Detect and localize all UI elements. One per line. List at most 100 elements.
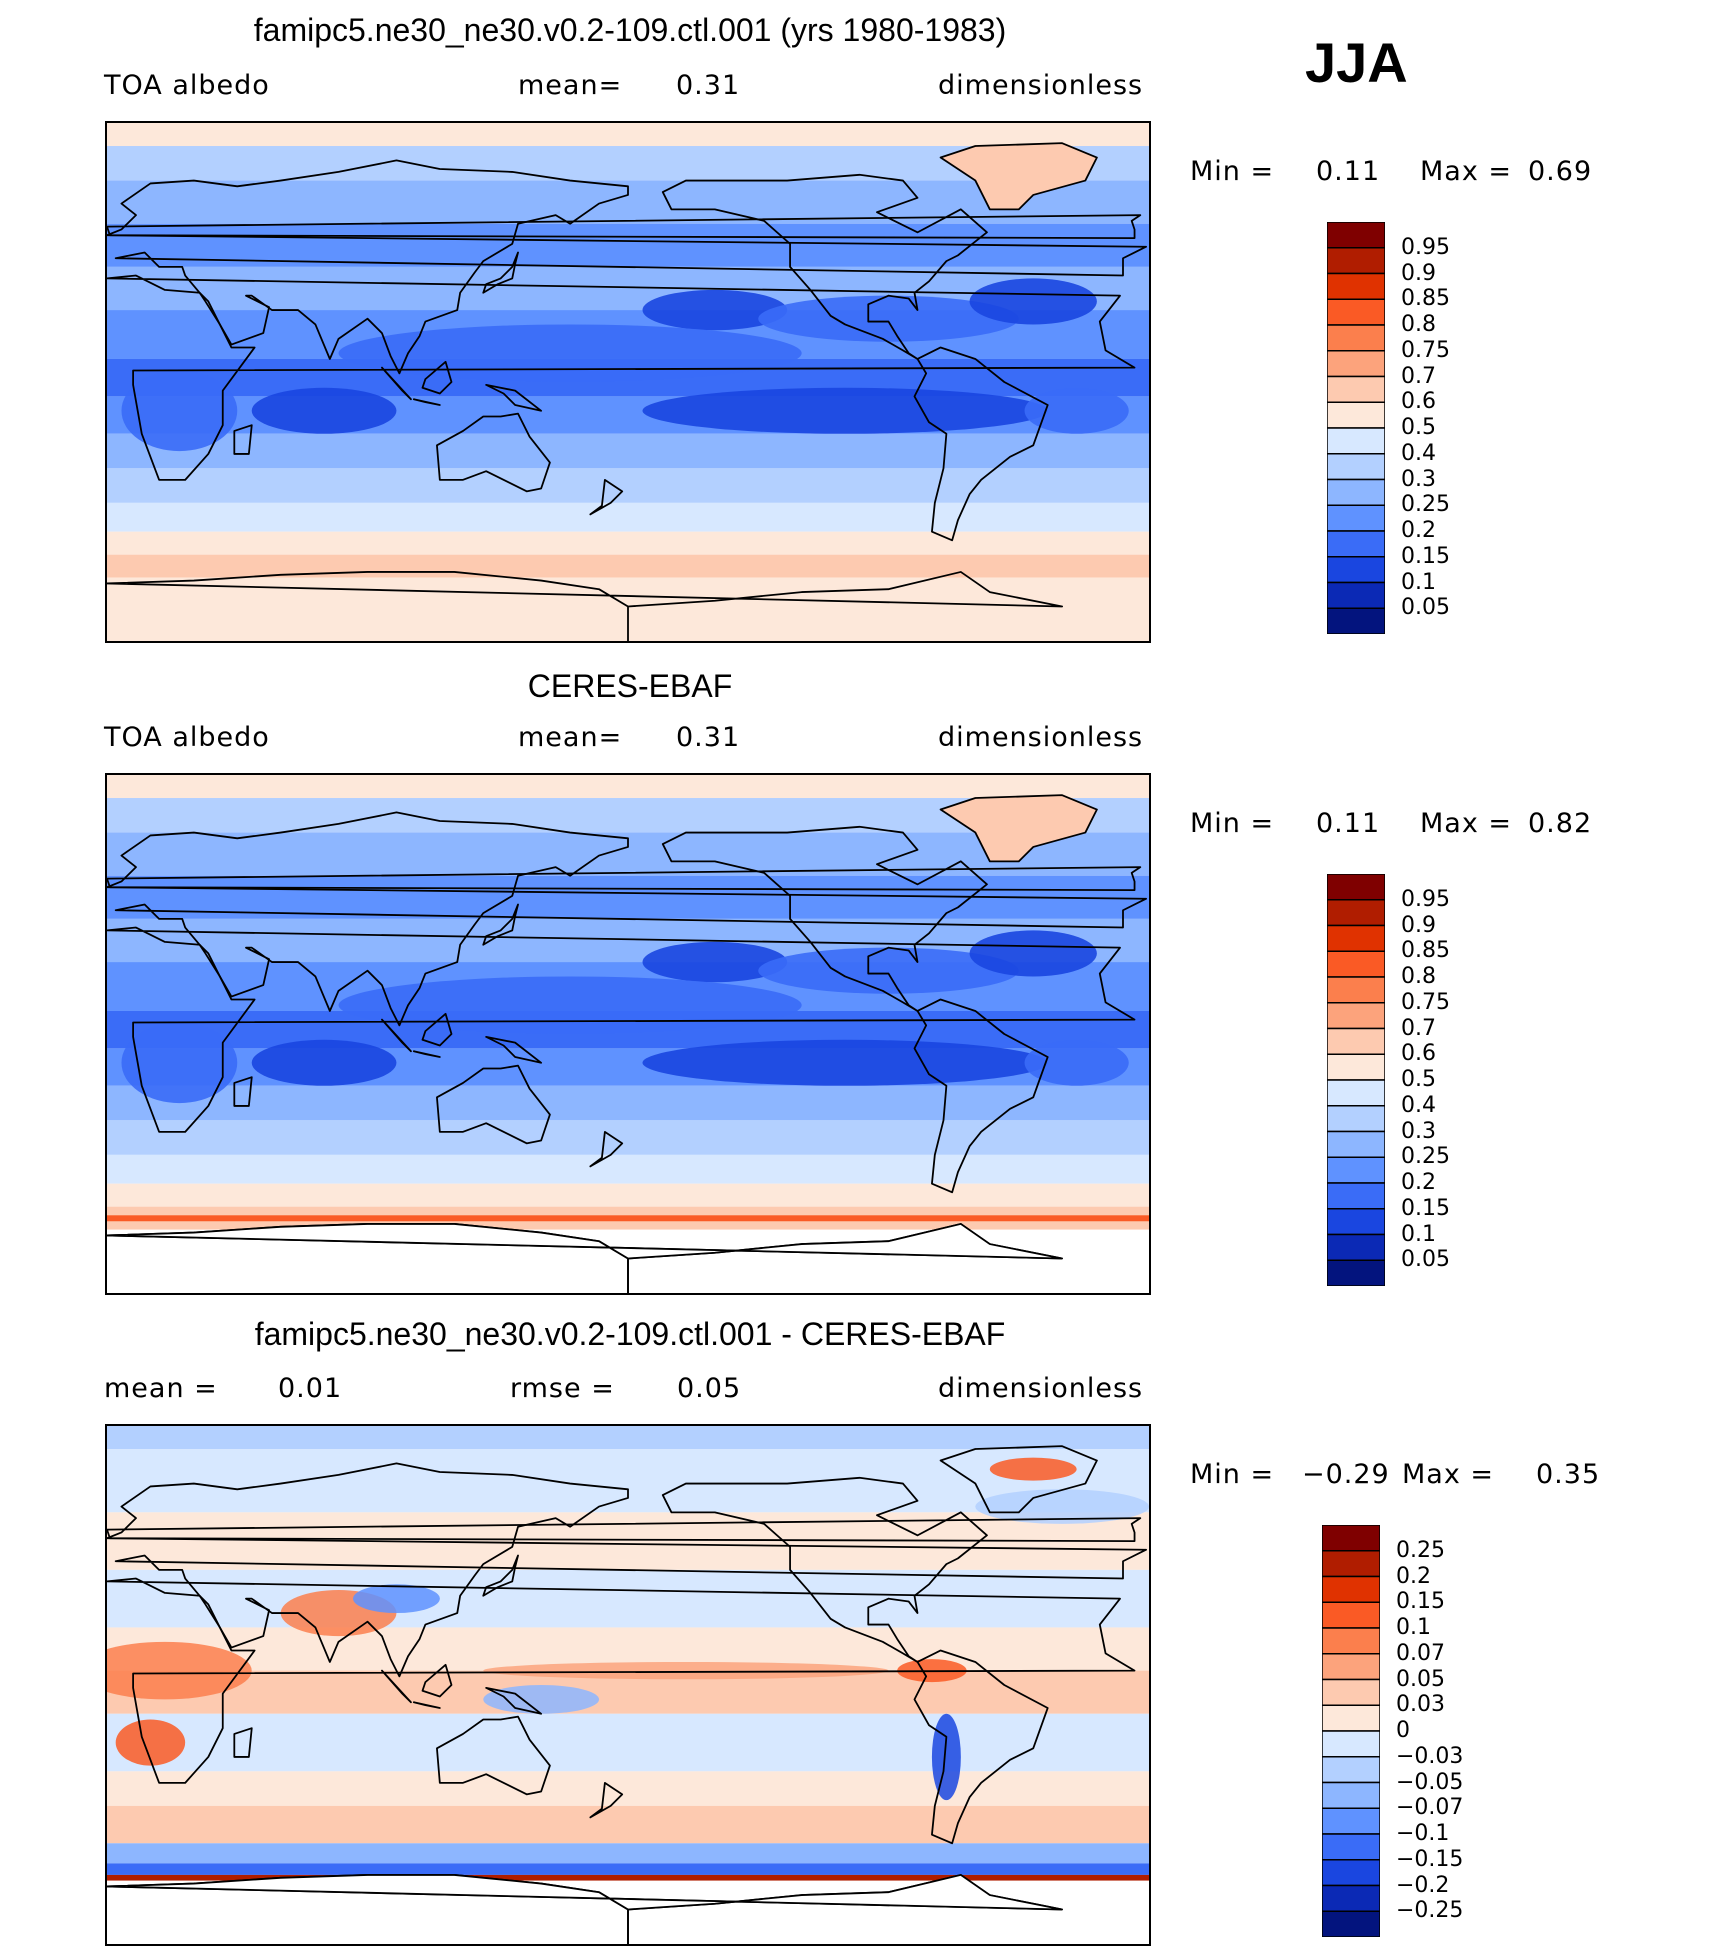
colorbar-tick-label: 0.15 (1401, 543, 1450, 569)
colorbar-tick-label: 0.2 (1401, 518, 1436, 543)
colorbar-swatch (1327, 976, 1385, 1004)
coastline (233, 424, 253, 455)
coastline (412, 1050, 441, 1058)
colorbar-swatch (1327, 1002, 1385, 1030)
colorbar-swatch (1322, 1910, 1380, 1937)
colorbar-swatch (1327, 1233, 1385, 1261)
colorbar-swatch (1322, 1627, 1380, 1655)
colorbar-swatch (1327, 324, 1385, 352)
field-band (107, 1569, 1149, 1628)
colorbar-swatch (1322, 1730, 1380, 1758)
field-feature (353, 1584, 440, 1614)
field-feature (115, 1719, 186, 1766)
colorbar-swatch (1327, 453, 1385, 481)
colorbar-swatch (1327, 504, 1385, 532)
colorbar-swatch (1322, 1678, 1380, 1706)
field-feature (969, 278, 1097, 325)
coastline (485, 383, 543, 412)
panel-3-rmse-label: rmse = (510, 1373, 615, 1404)
colorbar-tick-label: −0.03 (1396, 1743, 1464, 1769)
colorbar-tick-label: 0.3 (1401, 466, 1436, 492)
field-feature (107, 1215, 1149, 1222)
field-feature (483, 1685, 600, 1714)
coastline (233, 1076, 253, 1107)
coastline (421, 1663, 453, 1698)
field-feature (251, 1039, 397, 1086)
panel-3-min-value: −0.29 (1302, 1459, 1390, 1490)
field-feature (251, 387, 397, 434)
coastline (436, 1715, 551, 1796)
colorbar-tick-label: 0.85 (1401, 286, 1450, 312)
panel-2-min-value: 0.11 (1316, 808, 1381, 839)
colorbar-swatch (1322, 1575, 1380, 1603)
panel-1-units: dimensionless (938, 70, 1144, 101)
field-band (107, 123, 1149, 147)
field-feature (940, 143, 1097, 210)
panel-2-variable-label: TOA albedo (104, 722, 270, 753)
colorbar-tick-label: −0.07 (1396, 1795, 1464, 1821)
field-feature (642, 941, 788, 983)
field-band (107, 531, 1149, 555)
coastline (939, 794, 1098, 863)
coastline (107, 1462, 1148, 1678)
colorbar-tick-label: −0.1 (1396, 1821, 1450, 1846)
coastline (107, 926, 1136, 1133)
coastline (589, 1781, 624, 1819)
coastline (913, 1649, 1049, 1845)
colorbar-tick-label: 0.95 (1401, 886, 1450, 912)
field-feature (642, 387, 1048, 434)
panel-2-units: dimensionless (938, 722, 1144, 753)
colorbar-swatch (1327, 427, 1385, 455)
coastline (939, 1445, 1098, 1514)
colorbar-tick-label: 0.5 (1401, 415, 1436, 440)
colorbar-tick-label: 0.07 (1396, 1640, 1445, 1666)
colorbar-tick-label: 0.1 (1396, 1615, 1431, 1640)
coastline (485, 1035, 543, 1064)
coastline (436, 1064, 551, 1145)
panel-3-colorbar: 0.25 0.2 0.15 0.1 0.07 0.05 0.03 0 −0.03 −0.05 −0.… (1322, 1525, 1463, 1937)
panel-2-max-label: Max = (1420, 808, 1513, 839)
colorbar-tick-label: 0.8 (1401, 312, 1436, 337)
colorbar-swatch (1322, 1653, 1380, 1681)
coastline (381, 366, 412, 401)
colorbar-swatch (1327, 1259, 1385, 1286)
colorbar-tick-label: 0.3 (1401, 1118, 1436, 1144)
coastline (107, 274, 1136, 481)
colorbar-swatch (1327, 530, 1385, 558)
colorbar-swatch (1327, 1105, 1385, 1133)
field-band (107, 1183, 1149, 1207)
colorbar-tick-label: 0.25 (1401, 1144, 1450, 1170)
coastline (482, 251, 519, 294)
field-feature (121, 370, 238, 452)
coastline (939, 142, 1098, 211)
field-band (107, 1843, 1149, 1864)
colorbar-swatch (1327, 1182, 1385, 1210)
coastline (107, 866, 1142, 892)
colorbar-swatch (1327, 581, 1385, 609)
colorbar-swatch (1322, 1859, 1380, 1887)
coastline (107, 159, 1148, 375)
field-feature (338, 324, 802, 382)
colorbar-tick-label: 0.9 (1401, 260, 1436, 286)
coastline (485, 1686, 543, 1715)
colorbar-swatch (1327, 556, 1385, 584)
panel-2-title: CERES-EBAF (527, 668, 733, 704)
field-feature (969, 930, 1097, 977)
panel-1-min-label: Min = (1190, 156, 1275, 187)
colorbar-tick-label: 0.15 (1401, 1195, 1450, 1221)
coastline (107, 1577, 1136, 1784)
colorbar-tick-label: 0.7 (1401, 363, 1436, 389)
field-band (107, 502, 1149, 532)
colorbar-swatch (1322, 1833, 1380, 1861)
coastline (482, 903, 519, 946)
panel-3-title: famipc5.ne30_ne30.v0.2-109.ctl.001 - CER… (254, 1316, 1006, 1352)
panel-2-mean-value: 0.31 (676, 722, 741, 753)
colorbar-swatch (1327, 1208, 1385, 1236)
panel-1-min-value: 0.11 (1316, 156, 1381, 187)
colorbar-swatch (1322, 1550, 1380, 1578)
colorbar-swatch (1322, 1884, 1380, 1912)
coastline (661, 173, 988, 360)
field-feature (1024, 387, 1129, 434)
panel-3-max-value: 0.35 (1536, 1459, 1601, 1490)
colorbar-swatch (1327, 350, 1385, 378)
